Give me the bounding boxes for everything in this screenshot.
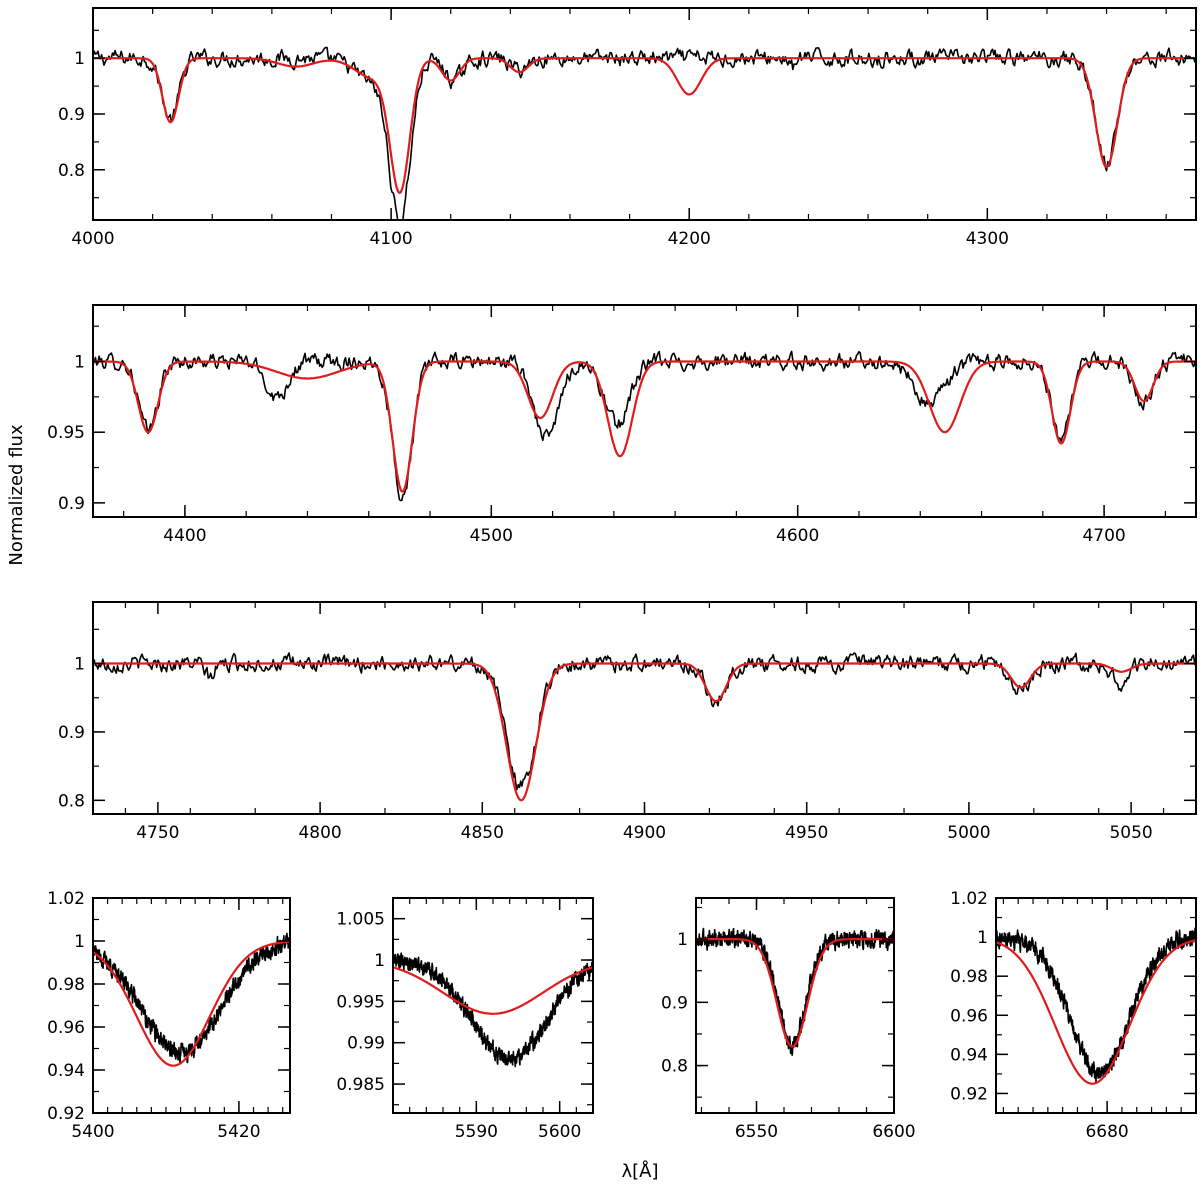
y-tick-label: 0.95: [47, 423, 85, 443]
x-tick-label: 4950: [785, 823, 828, 843]
panel-6-frame: [695, 897, 895, 1114]
x-axis-title: λ[Å]: [621, 1160, 658, 1182]
y-tick-label: 1: [977, 928, 988, 948]
y-tick-label: 0.8: [58, 791, 85, 811]
x-tick-label: 4750: [136, 823, 179, 843]
panel-3: 4750 4800 4850 4900 4950 5000 5050 0.8 0.9 1: [58, 601, 1197, 843]
x-tick-label: 6600: [872, 1122, 915, 1142]
panel-1-frame: [92, 7, 1197, 221]
y-tick-label: 0.995: [336, 992, 385, 1012]
y-tick-label: 0.98: [47, 975, 85, 995]
y-tick-label: 0.98: [950, 967, 988, 987]
x-tick-label: 6550: [735, 1122, 778, 1142]
y-tick-label: 0.92: [47, 1104, 85, 1124]
panel-3-frame: [92, 601, 1197, 815]
y-tick-label: 0.9: [58, 723, 85, 743]
x-tick-label: 4400: [163, 526, 206, 546]
x-tick-label: 4000: [71, 229, 114, 249]
x-tick-label: 6680: [1085, 1122, 1128, 1142]
panel-5: 5590 5600 0.985 0.99 0.995 1 1.005: [336, 897, 594, 1142]
y-tick-label: 0.92: [950, 1084, 988, 1104]
panel-4-observed-line: [93, 932, 290, 1064]
x-tick-label: 5590: [455, 1122, 498, 1142]
panel-7-model-line: [996, 938, 1196, 1085]
x-tick-label: 4300: [966, 229, 1009, 249]
panel-2: 4400 4500 4600 4700 0.9 0.95 1: [47, 304, 1197, 546]
x-tick-label: 5420: [217, 1122, 260, 1142]
y-tick-label: 0.96: [950, 1006, 988, 1026]
y-axis-title: Normalized flux: [6, 424, 27, 566]
y-tick-label: 0.94: [47, 1061, 85, 1081]
panel-5-model-line: [393, 966, 593, 1015]
y-tick-label: 1.02: [47, 889, 85, 909]
panel-4-model-line: [93, 940, 290, 1067]
panel-2-observed-line: [93, 350, 1196, 502]
x-tick-label: 4800: [298, 823, 341, 843]
y-tick-label: 1: [74, 49, 85, 69]
x-tick-label: 4700: [1082, 526, 1125, 546]
x-tick-label: 5050: [1109, 823, 1152, 843]
x-tick-label: 4200: [668, 229, 711, 249]
y-tick-label: 0.8: [58, 161, 85, 181]
y-tick-label: 1: [74, 655, 85, 675]
y-tick-label: 0.8: [661, 1057, 688, 1077]
x-tick-label: 4500: [470, 526, 513, 546]
y-tick-label: 1: [74, 353, 85, 373]
x-tick-label: 5600: [538, 1122, 581, 1142]
x-tick-label: 4900: [623, 823, 666, 843]
y-tick-label: 1: [74, 932, 85, 952]
y-tick-label: 0.96: [47, 1018, 85, 1038]
y-tick-label: 0.9: [58, 105, 85, 125]
panel-3-observed-line: [93, 652, 1196, 791]
x-tick-label: 4850: [461, 823, 504, 843]
panel-6-observed-line: [696, 927, 894, 1056]
panel-6: 6550 6600 0.8 0.9 1: [661, 897, 916, 1142]
y-tick-label: 1: [374, 951, 385, 971]
y-tick-label: 0.985: [336, 1075, 385, 1095]
panel-1-observed-line: [93, 46, 1196, 220]
x-tick-label: 5400: [71, 1122, 114, 1142]
panel-4-frame: [92, 897, 291, 1114]
panel-1-model-line: [93, 57, 1196, 194]
panel-2-frame: [92, 304, 1197, 518]
y-tick-label: 1.02: [950, 889, 988, 909]
panel-5-observed-line: [393, 952, 593, 1068]
y-tick-label: 0.99: [347, 1034, 385, 1054]
panel-4: 5400 5420 0.92 0.94 0.96 0.98 1 1.02: [47, 889, 291, 1142]
panel-2-model-line: [93, 360, 1196, 493]
panel-3-model-line: [93, 662, 1196, 802]
x-tick-label: 5000: [947, 823, 990, 843]
panel-6-model-line: [696, 937, 894, 1048]
panel-1: 4000 4100 4200 4300 0.8 0.9 1: [58, 7, 1197, 249]
panel-7-observed-line: [996, 927, 1196, 1083]
y-tick-label: 0.94: [950, 1045, 988, 1065]
panel-7-frame: [995, 897, 1197, 1114]
panel-5-frame: [392, 897, 594, 1114]
y-tick-label: 1.005: [336, 910, 385, 930]
y-tick-label: 1: [677, 930, 688, 950]
y-tick-label: 0.9: [661, 993, 688, 1013]
x-tick-label: 4100: [369, 229, 412, 249]
x-tick-label: 4600: [776, 526, 819, 546]
panel-7: 6680 0.92 0.94 0.96 0.98 1 1.02: [950, 889, 1197, 1142]
y-tick-label: 0.9: [58, 494, 85, 514]
